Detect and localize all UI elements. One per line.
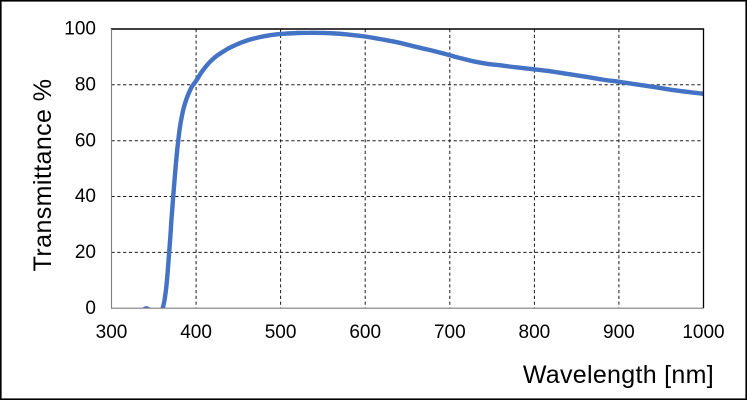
svg-text:400: 400 (180, 322, 212, 343)
svg-text:80: 80 (75, 75, 96, 96)
svg-text:40: 40 (75, 186, 96, 207)
svg-text:0: 0 (85, 298, 96, 319)
svg-text:900: 900 (603, 322, 635, 343)
svg-text:20: 20 (75, 242, 96, 263)
svg-text:500: 500 (265, 322, 297, 343)
svg-text:60: 60 (75, 130, 96, 151)
svg-text:800: 800 (519, 322, 551, 343)
svg-text:300: 300 (96, 322, 128, 343)
svg-text:100: 100 (64, 18, 96, 39)
svg-text:Wavelength [nm]: Wavelength [nm] (523, 361, 714, 389)
svg-text:Transmittance %: Transmittance % (29, 79, 57, 272)
svg-text:600: 600 (349, 322, 381, 343)
svg-text:700: 700 (434, 322, 466, 343)
svg-text:1000: 1000 (682, 322, 724, 343)
